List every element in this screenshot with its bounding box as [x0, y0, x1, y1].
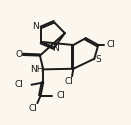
Text: Cl: Cl: [28, 104, 37, 113]
Text: N: N: [52, 44, 59, 53]
Text: Cl: Cl: [15, 80, 23, 89]
Text: Cl: Cl: [56, 90, 65, 100]
Text: Cl: Cl: [64, 77, 73, 86]
Text: O: O: [16, 50, 23, 59]
Text: Cl: Cl: [107, 40, 116, 49]
Text: S: S: [95, 55, 101, 64]
Text: N: N: [32, 22, 39, 31]
Text: NH: NH: [30, 65, 43, 74]
